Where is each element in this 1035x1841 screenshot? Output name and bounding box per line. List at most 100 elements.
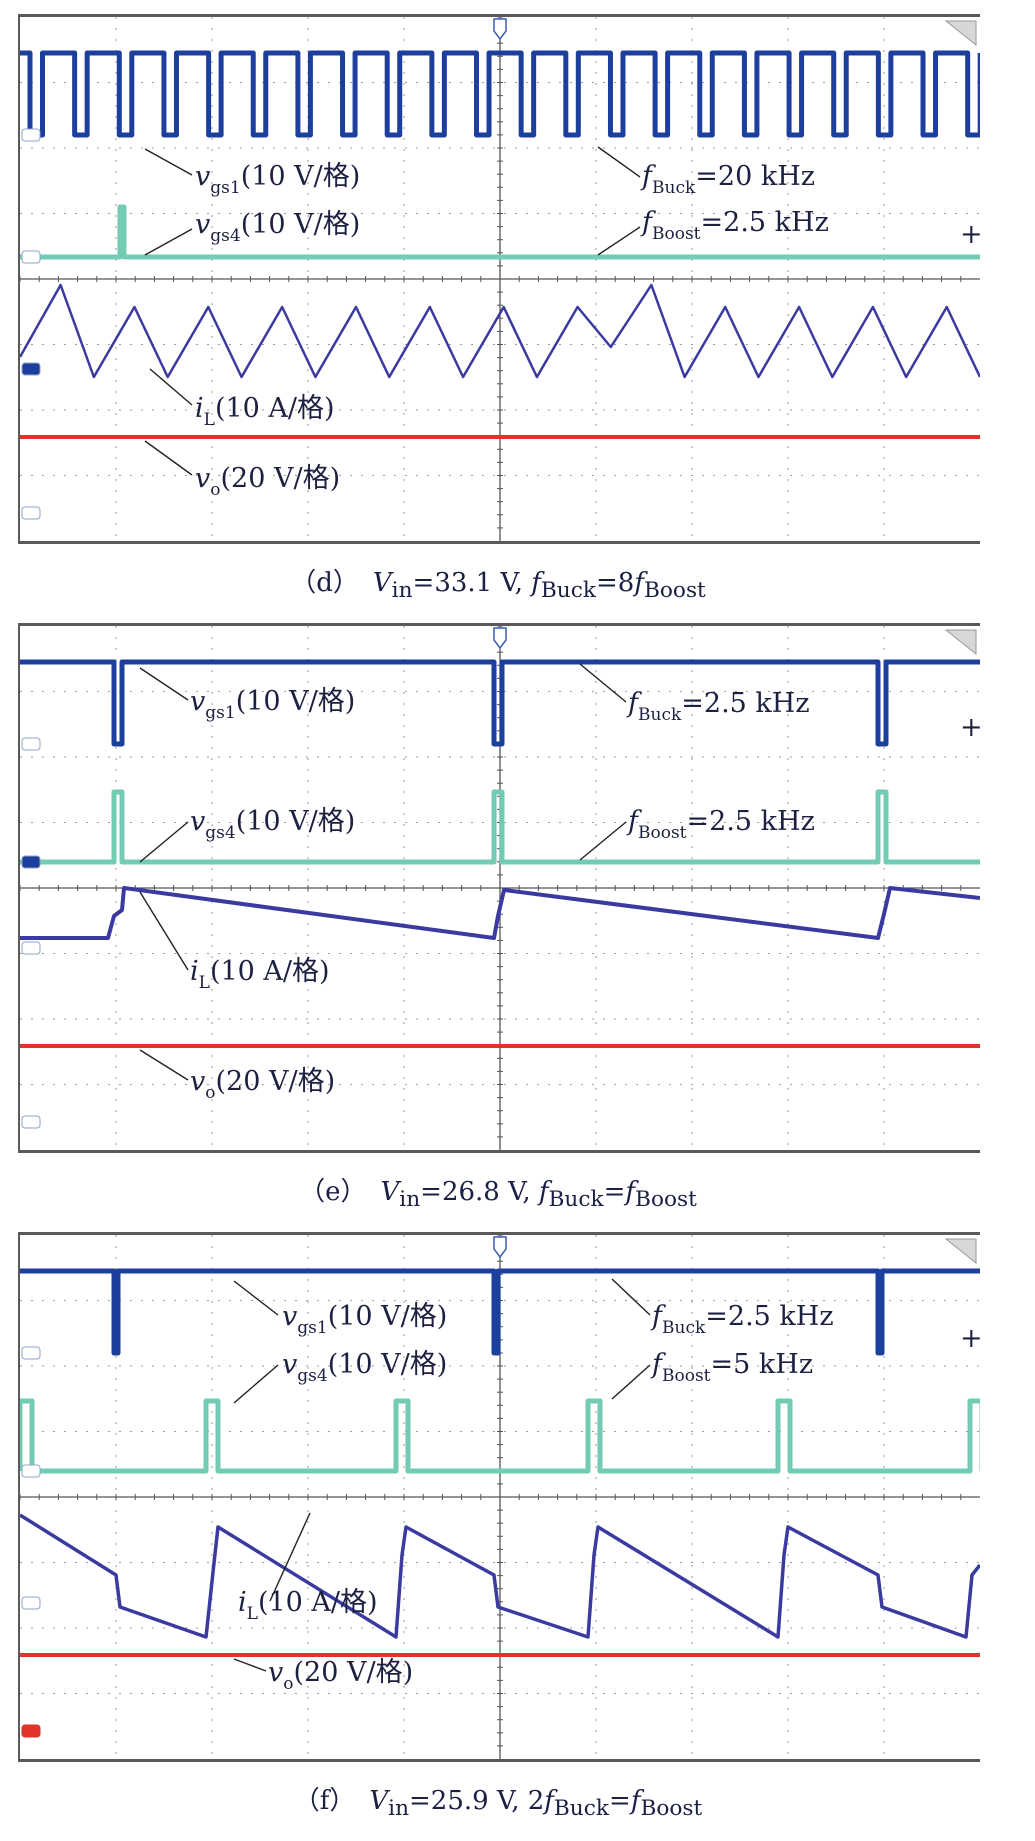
scope-plot-f: vgs1(10 V/格) vgs4(10 V/格) iL(10 A/格) vo(20 … bbox=[20, 1235, 980, 1759]
scope-screen-d: vgs1(10 V/格) vgs4(10 V/格) iL(10 A/格) vo(20 … bbox=[18, 14, 980, 544]
label-vo: vo(20 V/格) bbox=[195, 463, 340, 500]
leader-line bbox=[597, 226, 641, 256]
channel-1-marker-icon bbox=[21, 1346, 41, 1360]
caption-mid: =26.8 V, bbox=[420, 1177, 539, 1207]
label-vgs4: vgs4(10 V/格) bbox=[195, 209, 360, 246]
caption-v: V bbox=[369, 1786, 389, 1816]
leader-line bbox=[139, 667, 189, 701]
trigger-level-icon: + bbox=[960, 712, 980, 743]
trace-iL bbox=[20, 886, 980, 940]
caption-f1: f bbox=[538, 1177, 549, 1207]
trace-vgs4 bbox=[20, 789, 980, 865]
caption-f1-sub: Buck bbox=[548, 1187, 604, 1213]
caption-d: （d） Vin=33.1 V, fBuck=8fBoost bbox=[18, 562, 978, 603]
corner-badge-icon bbox=[944, 629, 977, 656]
trace-iL bbox=[20, 283, 980, 379]
caption-f2: f bbox=[630, 1786, 641, 1816]
caption-e: （e） Vin=26.8 V, fBuck=fBoost bbox=[18, 1171, 978, 1212]
label-vo: vo(20 V/格) bbox=[190, 1066, 335, 1103]
trace-vgs1 bbox=[20, 50, 980, 138]
channel-1-marker-icon bbox=[21, 128, 41, 142]
leader-line bbox=[144, 440, 193, 476]
caption-f1: f bbox=[544, 1786, 554, 1816]
leader-line bbox=[611, 1364, 651, 1400]
trigger-level-icon: + bbox=[960, 1323, 980, 1354]
caption-mid: =25.9 V, 2 bbox=[409, 1786, 545, 1816]
label-f-boost: fBoost=2.5 kHz bbox=[640, 207, 829, 244]
leader-line bbox=[233, 1280, 279, 1316]
channel-4-marker-icon bbox=[21, 855, 41, 869]
label-vgs4: vgs4(10 V/格) bbox=[282, 1349, 447, 1386]
leader-line bbox=[144, 228, 193, 256]
corner-badge-icon bbox=[944, 20, 977, 47]
label-f-buck: fBuck=2.5 kHz bbox=[626, 688, 810, 725]
label-vgs1: vgs1(10 V/格) bbox=[282, 1301, 447, 1338]
channel-3-marker-icon bbox=[21, 506, 41, 520]
caption-f1-sub: Buck bbox=[553, 1796, 610, 1822]
caption-f2: f bbox=[625, 1177, 636, 1207]
scope-screen-f: vgs1(10 V/格) vgs4(10 V/格) iL(10 A/格) vo(20 … bbox=[18, 1232, 980, 1762]
caption-f2: f bbox=[634, 568, 644, 598]
channel-2-marker-icon bbox=[21, 941, 41, 955]
channel-1-marker-icon bbox=[21, 737, 41, 751]
trigger-marker-icon bbox=[493, 627, 507, 650]
caption-part: （e） bbox=[299, 1177, 367, 1207]
corner-badge-icon bbox=[944, 1238, 977, 1265]
scope-plot-e: vgs1(10 V/格) vgs4(10 V/格) iL(10 A/格) vo(20 … bbox=[20, 626, 980, 1150]
label-vgs4: vgs4(10 V/格) bbox=[190, 806, 355, 843]
leader-line bbox=[579, 663, 627, 703]
caption-eq: = bbox=[609, 1786, 631, 1816]
leader-line bbox=[611, 1278, 651, 1316]
leader-line bbox=[139, 891, 189, 971]
caption-v-sub: in bbox=[399, 1187, 421, 1213]
caption-v: V bbox=[380, 1177, 400, 1207]
channel-4-marker-icon bbox=[21, 1464, 41, 1478]
leader-line bbox=[149, 368, 193, 406]
caption-eq: =8 bbox=[596, 568, 635, 598]
caption-f1: f bbox=[531, 568, 541, 598]
caption-v-sub: in bbox=[391, 578, 413, 604]
trace-vgs4 bbox=[20, 204, 980, 260]
label-vgs1: vgs1(10 V/格) bbox=[190, 686, 355, 723]
channel-3-marker-icon bbox=[21, 1724, 41, 1738]
channel-2-marker-icon bbox=[21, 1596, 41, 1610]
scope-plot-d: vgs1(10 V/格) vgs4(10 V/格) iL(10 A/格) vo(20 … bbox=[20, 17, 980, 541]
label-f-buck: fBuck=2.5 kHz bbox=[650, 1301, 834, 1338]
caption-f2-sub: Boost bbox=[640, 1796, 703, 1822]
leader-line bbox=[139, 1049, 189, 1081]
caption-f2-sub: Boost bbox=[635, 1187, 697, 1213]
label-f-boost: fBoost=5 kHz bbox=[650, 1349, 813, 1386]
caption-v: V bbox=[372, 568, 392, 598]
trace-vgs1 bbox=[20, 1268, 980, 1356]
label-vo: vo(20 V/格) bbox=[268, 1657, 413, 1694]
leader-line bbox=[579, 821, 627, 861]
trigger-marker-icon bbox=[493, 1236, 507, 1259]
channel-4-marker-icon bbox=[21, 250, 41, 264]
leader-line bbox=[233, 1658, 267, 1672]
label-iL: iL(10 A/格) bbox=[195, 393, 335, 430]
caption-part: （f） bbox=[293, 1786, 356, 1816]
leader-line bbox=[139, 821, 189, 863]
trace-iL bbox=[20, 1513, 980, 1639]
leader-line bbox=[269, 1512, 311, 1602]
label-iL: iL(10 A/格) bbox=[190, 956, 330, 993]
channel-2-marker-icon bbox=[21, 362, 41, 376]
trigger-marker-icon bbox=[493, 18, 507, 41]
trace-vgs4 bbox=[20, 1398, 980, 1474]
leader-line bbox=[144, 148, 193, 176]
caption-f2-sub: Boost bbox=[643, 578, 706, 604]
label-iL: iL(10 A/格) bbox=[238, 1587, 378, 1624]
caption-f: （f） Vin=25.9 V, 2fBuck=fBoost bbox=[18, 1780, 978, 1821]
label-vgs1: vgs1(10 V/格) bbox=[195, 161, 360, 198]
scope-grid bbox=[20, 17, 980, 541]
scope-screen-e: vgs1(10 V/格) vgs4(10 V/格) iL(10 A/格) vo(20 … bbox=[18, 623, 980, 1153]
caption-v-sub: in bbox=[388, 1796, 410, 1822]
label-f-boost: fBoost=2.5 kHz bbox=[626, 806, 815, 843]
trigger-level-icon: + bbox=[960, 219, 980, 250]
leader-line bbox=[233, 1364, 279, 1404]
label-f-buck: fBuck=20 kHz bbox=[640, 161, 815, 198]
channel-3-marker-icon bbox=[21, 1115, 41, 1129]
caption-eq: = bbox=[603, 1177, 626, 1207]
trace-vgs1 bbox=[20, 659, 980, 747]
caption-f1-sub: Buck bbox=[540, 578, 596, 604]
